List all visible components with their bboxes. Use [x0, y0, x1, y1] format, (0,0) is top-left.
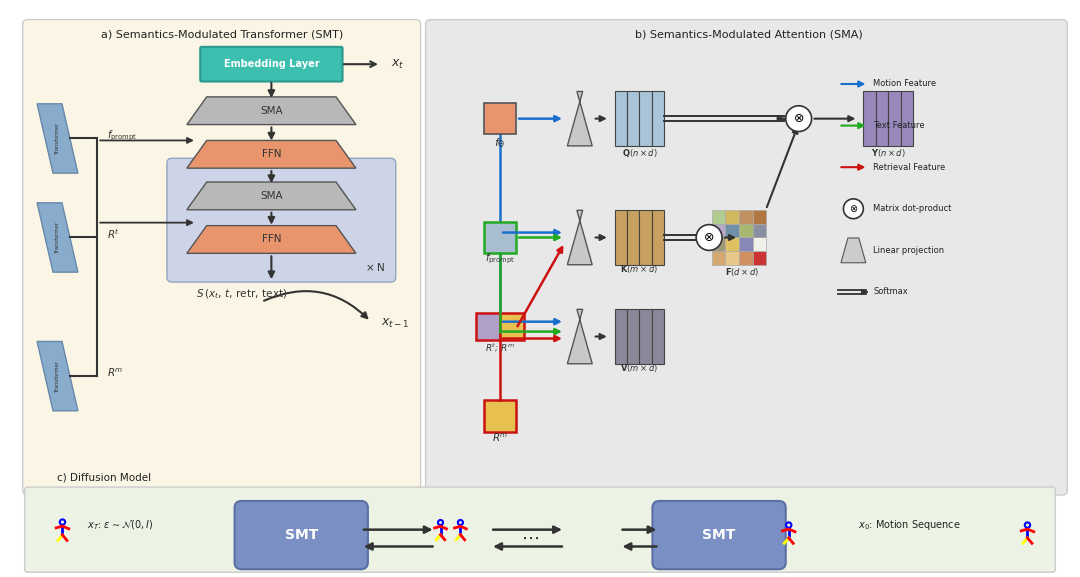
FancyBboxPatch shape: [23, 20, 420, 495]
Bar: [863, 91, 876, 146]
Text: $S\,(x_t,\,t,\,{\rm retr,\,text})$: $S\,(x_t,\,t,\,{\rm retr,\,text})$: [195, 287, 287, 301]
Bar: [652, 210, 664, 265]
Text: Transformer: Transformer: [55, 360, 60, 392]
Text: $\otimes$: $\otimes$: [849, 203, 858, 214]
Bar: [726, 210, 739, 224]
Bar: [739, 210, 753, 224]
Text: SMA: SMA: [260, 191, 283, 201]
Text: $x_t$: $x_t$: [391, 58, 404, 71]
Text: SMA: SMA: [260, 106, 283, 116]
Text: Linear projection: Linear projection: [874, 246, 944, 255]
Text: $f_{\rm prompt}$: $f_{\rm prompt}$: [107, 128, 137, 143]
FancyBboxPatch shape: [652, 501, 786, 569]
Bar: [615, 91, 627, 146]
Bar: [726, 238, 739, 251]
Text: $\mathbf{K}(m \times d)$: $\mathbf{K}(m \times d)$: [620, 263, 659, 275]
Polygon shape: [37, 104, 78, 173]
Bar: [712, 210, 726, 224]
Text: FFN: FFN: [261, 149, 281, 159]
Text: $\otimes$: $\otimes$: [793, 112, 805, 125]
Polygon shape: [187, 182, 356, 210]
Bar: [627, 91, 639, 146]
Bar: [712, 251, 726, 265]
Text: Transformer: Transformer: [55, 222, 60, 253]
Text: $R^t$: $R^t$: [107, 227, 120, 241]
Bar: [652, 91, 664, 146]
Text: $\mathbf{Y}(n \times d)$: $\mathbf{Y}(n \times d)$: [870, 147, 906, 159]
Bar: [753, 210, 767, 224]
Bar: [615, 210, 627, 265]
Bar: [484, 222, 516, 253]
Polygon shape: [37, 203, 78, 272]
FancyBboxPatch shape: [200, 47, 342, 81]
FancyBboxPatch shape: [25, 487, 1055, 572]
Text: $\mathbf{Q}(n \times d)$: $\mathbf{Q}(n \times d)$: [622, 147, 658, 159]
Polygon shape: [187, 140, 356, 168]
Text: Text Feature: Text Feature: [874, 121, 924, 130]
Text: Matrix dot-product: Matrix dot-product: [874, 204, 951, 213]
Bar: [753, 224, 767, 238]
Bar: [712, 224, 726, 238]
Bar: [639, 91, 652, 146]
Text: $R^m$: $R^m$: [491, 432, 509, 444]
Bar: [739, 251, 753, 265]
Polygon shape: [567, 210, 592, 265]
FancyBboxPatch shape: [234, 501, 368, 569]
Text: $f_\Theta$: $f_\Theta$: [495, 137, 505, 151]
Text: $x_T$: $\epsilon \sim \mathcal{N}(0,I)$: $x_T$: $\epsilon \sim \mathcal{N}(0,I)$: [87, 518, 153, 531]
Bar: [500, 313, 524, 340]
Bar: [639, 309, 652, 364]
Polygon shape: [567, 309, 592, 364]
Text: SMT: SMT: [702, 527, 735, 542]
Text: Softmax: Softmax: [874, 287, 908, 297]
Text: $\mathbf{V}(m \times d)$: $\mathbf{V}(m \times d)$: [621, 362, 659, 374]
Polygon shape: [187, 226, 356, 253]
Bar: [739, 238, 753, 251]
Bar: [627, 210, 639, 265]
Bar: [753, 238, 767, 251]
Text: Embedding Layer: Embedding Layer: [224, 59, 320, 69]
Circle shape: [697, 224, 723, 250]
Polygon shape: [187, 97, 356, 125]
Text: $\cdots$: $\cdots$: [521, 529, 539, 547]
Bar: [484, 103, 516, 134]
Text: $R^t$; $R^m$: $R^t$; $R^m$: [485, 342, 515, 354]
Bar: [888, 91, 901, 146]
Text: $x_{t-1}$: $x_{t-1}$: [381, 317, 409, 330]
Text: Retrieval Feature: Retrieval Feature: [874, 163, 945, 172]
Polygon shape: [37, 342, 78, 411]
Bar: [639, 210, 652, 265]
Text: Transformer: Transformer: [55, 122, 60, 155]
Bar: [876, 91, 888, 146]
Text: $\times$ N: $\times$ N: [365, 261, 387, 273]
Bar: [615, 309, 627, 364]
FancyBboxPatch shape: [426, 20, 1067, 495]
Text: $R^m$: $R^m$: [107, 367, 124, 379]
Text: Motion Feature: Motion Feature: [874, 80, 936, 88]
FancyBboxPatch shape: [167, 158, 395, 282]
Text: a) Semantics-Modulated Transformer (SMT): a) Semantics-Modulated Transformer (SMT): [100, 29, 342, 39]
Bar: [712, 238, 726, 251]
Circle shape: [843, 199, 863, 219]
Text: $\otimes$: $\otimes$: [703, 231, 715, 244]
Circle shape: [786, 106, 811, 132]
Bar: [652, 309, 664, 364]
Bar: [739, 224, 753, 238]
Bar: [484, 400, 516, 432]
Polygon shape: [567, 91, 592, 146]
Bar: [476, 313, 500, 340]
Text: b) Semantics-Modulated Attention (SMA): b) Semantics-Modulated Attention (SMA): [635, 29, 863, 39]
Bar: [627, 309, 639, 364]
Text: SMT: SMT: [284, 527, 318, 542]
Bar: [901, 91, 913, 146]
Text: FFN: FFN: [261, 234, 281, 245]
Bar: [726, 251, 739, 265]
Bar: [726, 224, 739, 238]
Text: c) Diffusion Model: c) Diffusion Model: [57, 472, 151, 482]
Polygon shape: [841, 238, 866, 263]
Text: $f_{\rm prompt}$: $f_{\rm prompt}$: [485, 252, 515, 267]
Text: $\mathbf{F}(d \times d)$: $\mathbf{F}(d \times d)$: [725, 266, 759, 278]
Bar: [753, 251, 767, 265]
Text: $x_0$: Motion Sequence: $x_0$: Motion Sequence: [859, 518, 961, 531]
